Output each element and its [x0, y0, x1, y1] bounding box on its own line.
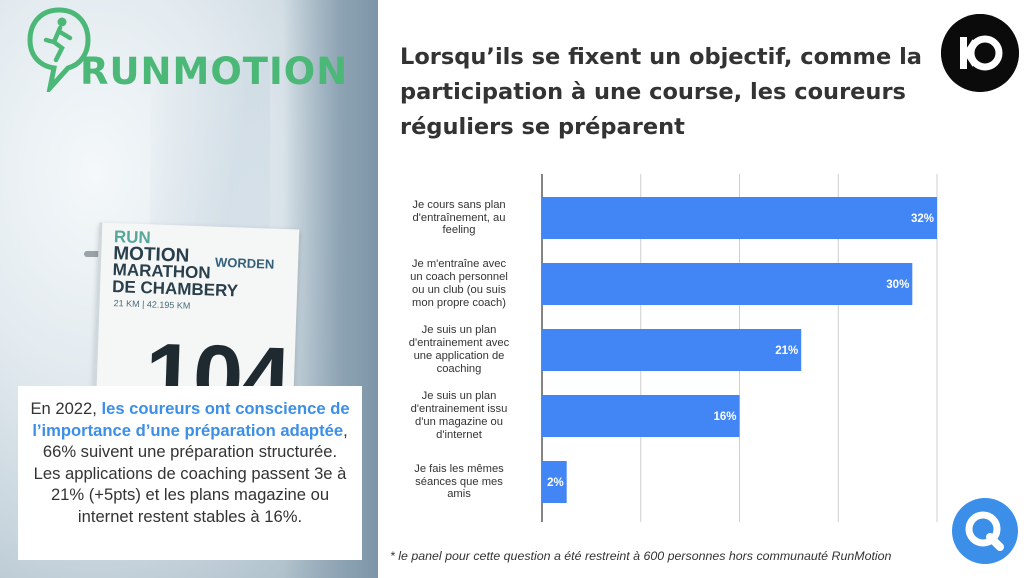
category-label: Je cours sans plan d'entraînement, au feel…: [384, 199, 534, 237]
bar-chart: 32% 30% 21% 16% 2% Je cours sans plan d'entra…: [380, 168, 980, 528]
category-label-line: séances que mes: [415, 475, 503, 488]
bar-value-label: 30%: [886, 279, 909, 291]
ko-logo-icon: [941, 14, 1019, 92]
bar-value-label: 16%: [713, 411, 736, 423]
category-label: Je suis un plan d'entrainement issu d'un m…: [384, 390, 534, 441]
brand-name: RUNMOTION: [80, 50, 349, 93]
summary-highlight: les coureurs ont conscience de l’importa…: [32, 399, 350, 440]
category-label: Je suis un plan d'entrainement avec une ap…: [384, 324, 534, 375]
category-label-line: d'entraînement, au: [412, 211, 506, 224]
summary-line2: Les applications de coaching passent 3e …: [33, 463, 347, 526]
category-label-line: d'entrainement avec: [408, 337, 510, 350]
bar-value-label: 32%: [911, 213, 934, 225]
category-label-line: feeling: [442, 224, 476, 237]
summary-intro: En 2022,: [30, 399, 102, 418]
bar: [542, 329, 802, 371]
runner-photo: RUNMOTION RUN MOTION MARATHON DE CHAMBER…: [0, 0, 378, 578]
category-label-line: Je fais les mêmes: [414, 462, 504, 475]
bar-value-label: 21%: [775, 345, 798, 357]
category-label-line: amis: [447, 488, 471, 501]
category-label: Je fais les mêmes séances que mes amis: [384, 463, 534, 501]
bib-distances: 21 KM | 42.195 KM: [113, 298, 191, 311]
category-label-line: Je suis un plan: [421, 324, 497, 337]
category-label-line: coaching: [436, 362, 482, 375]
category-label-line: un coach personnel: [410, 271, 508, 284]
bar: [542, 395, 740, 437]
category-label-line: d'entrainement issu: [410, 403, 508, 416]
bar-chart-svg: 32% 30% 21% 16% 2%: [541, 174, 938, 522]
category-label: Je m'entraîne avec un coach personnel ou u…: [384, 258, 534, 309]
category-label-line: ou un club (ou suis: [412, 283, 506, 296]
bib-sponsor: WORDEN: [214, 254, 275, 272]
summary-card: En 2022, les coureurs ont conscience de …: [18, 386, 362, 560]
category-label-line: Je suis un plan: [421, 390, 497, 403]
page-title: Lorsqu’ils se fixent un objectif, comme …: [400, 44, 922, 140]
category-label-line: mon propre coach): [412, 296, 506, 309]
summary-rest: , 66% suivent une préparation structurée…: [42, 420, 348, 462]
bar: [542, 263, 913, 305]
q-logo-icon: [952, 498, 1018, 564]
footnote: * le panel pour cette question a été res…: [390, 549, 892, 563]
bar: [542, 461, 567, 503]
bar: [542, 197, 937, 239]
category-label-line: une application de: [413, 349, 505, 362]
category-label-line: d'un magazine ou: [415, 415, 503, 428]
bar-value-label: 2%: [547, 477, 564, 489]
category-label-line: Je m'entraîne avec: [411, 258, 507, 271]
category-label-line: d'internet: [436, 428, 482, 441]
runner-chat-logo-icon: [27, 7, 91, 92]
category-label-line: Je cours sans plan: [412, 198, 506, 211]
